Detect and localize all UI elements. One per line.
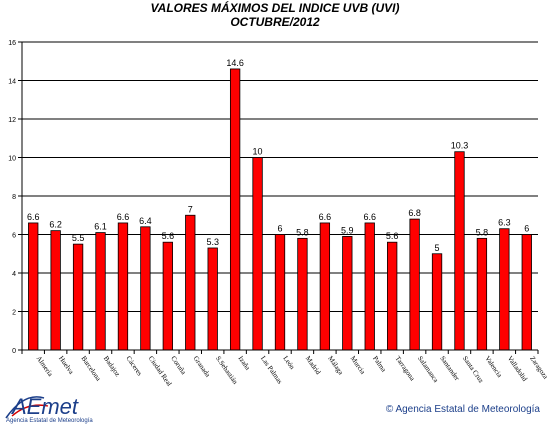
category-label: Santander [438,355,461,383]
value-label: 7 [188,204,193,214]
value-label: 6.6 [363,212,376,222]
category-label: Tarragona [394,355,417,383]
category-label: Badajoz [102,355,122,378]
category-label: Murcia [349,355,368,377]
bar [342,236,353,351]
category-label: Granada [192,355,213,380]
value-label: 6.8 [408,208,421,218]
category-label: Barcelona [79,355,102,384]
bar [252,157,263,351]
value-label: 5.8 [476,227,489,237]
bar [50,230,61,351]
value-label: 14.6 [226,58,244,68]
bar [140,226,151,351]
copyright-notice: © Agencia Estatal de Meteorología [385,404,540,415]
value-label: 6.6 [319,212,332,222]
y-tick-label: 12 [8,117,16,124]
value-label: 6.6 [117,212,130,222]
value-label: 5.5 [72,233,85,243]
value-label: 6.2 [49,220,62,230]
bar [207,247,218,351]
chart-subtitle: OCTUBRE/2012 [230,15,320,29]
bar [162,241,173,351]
category-label: Santa Cruz [461,355,485,385]
y-tick-label: 4 [12,271,16,278]
bar [229,68,241,351]
bar [274,234,286,351]
bar [409,218,420,351]
y-tick-label: 6 [12,233,16,240]
value-label: 6.6 [27,212,40,222]
value-label: 10 [253,147,263,157]
category-label: Almería [35,355,55,379]
category-label: León [281,355,296,372]
logo-swoosh-red-icon [11,404,49,417]
value-label: 10.3 [451,141,469,151]
value-label: 6.1 [94,222,107,232]
bar [499,228,510,351]
value-label: 5.8 [296,227,309,237]
bar [431,253,443,351]
value-label: 6 [524,224,529,234]
category-label: Las Palmas [259,355,284,386]
value-label: 6.4 [139,216,152,226]
y-tick-label: 16 [8,40,16,47]
bar [454,151,465,351]
bar [28,222,39,351]
bar [319,222,331,351]
category-label: Madrid [304,355,323,377]
bar [364,222,375,351]
y-tick-label: 10 [8,156,16,163]
bar [117,222,129,351]
category-label: Zaragoza [528,355,550,382]
value-label: 5.6 [162,231,175,241]
category-label: Coruña [169,355,188,377]
category-label: Valladolid [506,355,529,384]
logo-swoosh-icon [5,396,45,419]
chart-title-line: VALORES MÁXIMOS DEL INDICE UVB (UVI) [150,1,400,15]
logo-caption: Agencia Estatal de Meteorología [6,418,93,424]
value-label: 5.6 [386,231,399,241]
category-label: Málaga [326,355,345,378]
category-label: S.Sebastián [214,355,239,387]
value-label: 6 [277,224,282,234]
category-label: Salamanca [416,355,440,385]
bar [521,234,532,351]
bar [185,214,196,351]
bar [297,237,308,351]
category-label: Ciudad Real [147,355,174,388]
grid-lines [22,41,538,312]
chart-title: VALORES MÁXIMOS DEL INDICE UVB (UVI) OCT… [0,1,550,29]
bar [387,241,398,351]
value-label: 6.3 [498,218,511,228]
category-label: Izaña [236,355,252,373]
y-tick-label: 2 [12,310,16,317]
value-label: 5.9 [341,225,354,235]
axes [18,41,539,354]
value-label: 5.3 [206,237,219,247]
bars [28,68,532,351]
y-tick-label: 0 [12,348,16,355]
y-tick-label: 8 [12,194,16,201]
value-label: 5 [435,243,440,253]
y-tick-label: 14 [8,79,16,86]
category-label: Valencia [483,355,504,380]
bar [72,243,84,351]
bar [476,237,488,351]
category-label: Huelva [57,355,76,377]
logo-text: AEmet [10,394,79,419]
aemet-logo: AEmet [5,394,79,419]
category-label: Palma [371,355,388,375]
category-label: Cáceres [124,355,143,378]
bar [95,232,106,351]
